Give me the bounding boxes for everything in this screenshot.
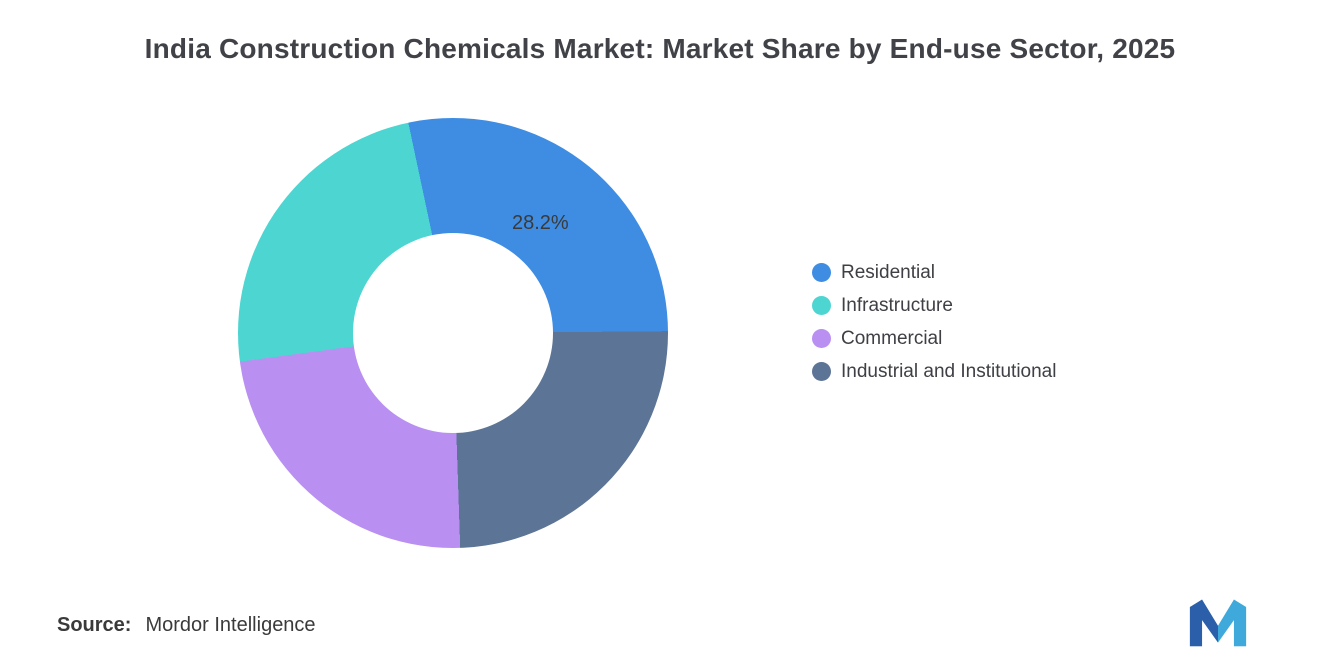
- legend-item: Commercial: [812, 322, 1056, 355]
- source-line: Source: Mordor Intelligence: [57, 614, 316, 637]
- mordor-logo-m-icon: [1189, 599, 1247, 647]
- legend-item: Residential: [812, 256, 1056, 289]
- legend-swatch: [812, 362, 831, 381]
- chart-legend: Residential Infrastructure Commercial In…: [812, 256, 1056, 388]
- mordor-intelligence-logo: [1188, 597, 1248, 647]
- source-label: Source:: [57, 614, 132, 636]
- donut-chart: [238, 118, 668, 548]
- legend-label: Industrial and Institutional: [841, 360, 1057, 382]
- legend-swatch: [812, 329, 831, 348]
- segment-data-label: 28.2%: [512, 212, 569, 234]
- source-text: Mordor Intelligence: [145, 614, 316, 636]
- legend-label: Infrastructure: [841, 294, 953, 316]
- legend-swatch: [812, 263, 831, 282]
- donut-hole: [353, 233, 553, 433]
- legend-label: Commercial: [841, 327, 943, 349]
- legend-swatch: [812, 296, 831, 315]
- legend-item: Industrial and Institutional: [812, 355, 1056, 388]
- chart-title: India Construction Chemicals Market: Mar…: [144, 33, 1176, 64]
- legend-item: Infrastructure: [812, 289, 1056, 322]
- legend-label: Residential: [841, 261, 935, 283]
